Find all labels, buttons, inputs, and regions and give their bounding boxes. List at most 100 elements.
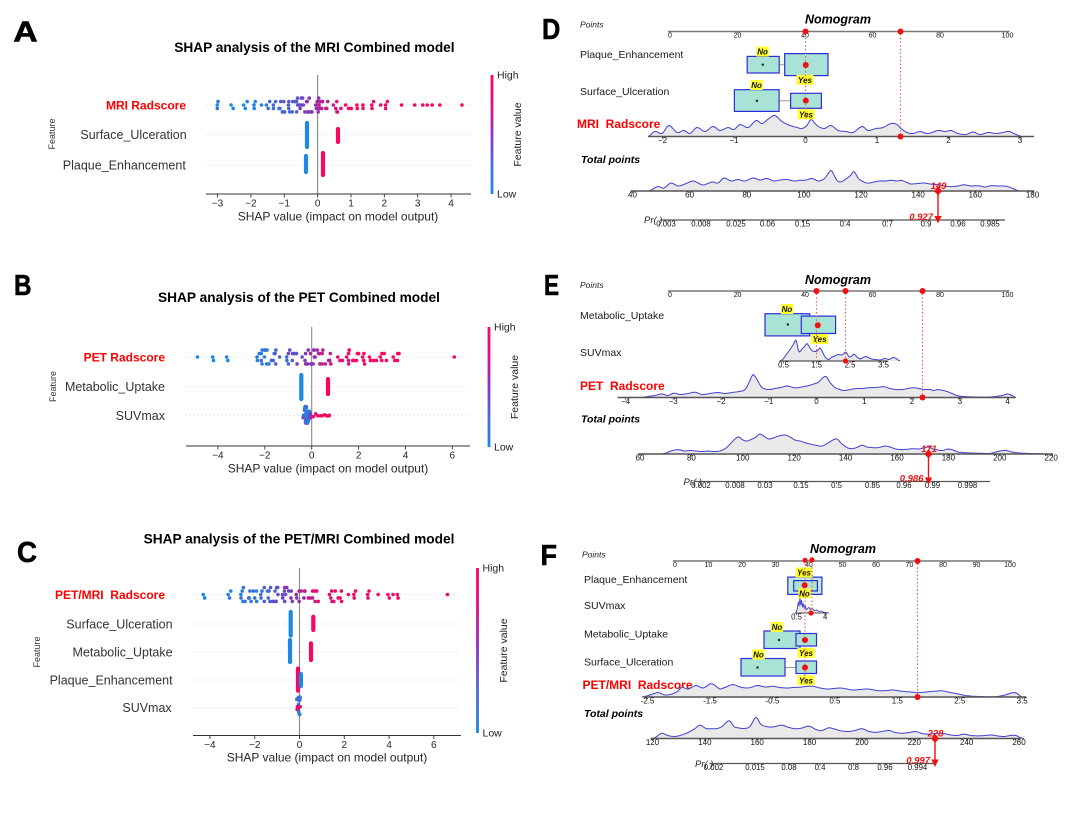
svg-text:-2.5: -2.5 — [641, 696, 655, 705]
svg-text:SHAP value (impact on model ou: SHAP value (impact on model output) — [238, 210, 439, 224]
svg-text:SHAP analysis of the PET Combi: SHAP analysis of the PET Combined model — [158, 290, 440, 305]
svg-text:Surface_Ulceration: Surface_Ulceration — [584, 657, 673, 669]
svg-text:No: No — [753, 651, 764, 660]
svg-text:171: 171 — [921, 444, 937, 455]
svg-text:0.96: 0.96 — [896, 481, 911, 490]
svg-text:−2: −2 — [249, 740, 261, 751]
svg-text:SHAP value (impact on model ou: SHAP value (impact on model output) — [228, 462, 429, 476]
svg-text:149: 149 — [931, 181, 948, 192]
svg-text:Low: Low — [497, 189, 517, 201]
svg-text:4: 4 — [823, 612, 828, 621]
svg-text:Yes: Yes — [799, 649, 813, 658]
svg-text:200: 200 — [855, 738, 869, 747]
svg-text:Low: Low — [483, 728, 503, 740]
svg-text:0: 0 — [673, 562, 677, 569]
svg-text:60: 60 — [685, 190, 694, 199]
svg-text:Metabolic_Uptake: Metabolic_Uptake — [584, 629, 668, 641]
svg-text:B: B — [14, 270, 32, 302]
svg-text:0: 0 — [309, 451, 315, 462]
svg-text:Plaque_Enhancement: Plaque_Enhancement — [584, 574, 687, 586]
svg-text:180: 180 — [803, 738, 817, 747]
svg-text:0: 0 — [668, 292, 672, 299]
svg-text:1: 1 — [875, 136, 880, 145]
svg-text:A: A — [13, 16, 37, 48]
svg-text:SHAP analysis of the MRI Combi: SHAP analysis of the MRI Combined model — [174, 40, 454, 55]
svg-text:120: 120 — [646, 738, 660, 747]
svg-text:−3: −3 — [212, 199, 224, 210]
svg-text:Yes: Yes — [798, 76, 812, 85]
svg-text:6: 6 — [450, 451, 456, 462]
svg-text:40: 40 — [805, 562, 813, 569]
svg-text:140: 140 — [912, 190, 926, 199]
svg-text:228: 228 — [927, 729, 945, 740]
svg-text:0.8: 0.8 — [848, 763, 859, 772]
svg-text:0.5: 0.5 — [778, 360, 790, 369]
svg-text:Yes: Yes — [799, 676, 813, 685]
svg-text:Plaque_Enhancement: Plaque_Enhancement — [63, 159, 187, 173]
svg-text:100: 100 — [797, 190, 811, 199]
svg-text:80: 80 — [936, 32, 944, 39]
svg-text:220: 220 — [1045, 453, 1059, 462]
svg-text:200: 200 — [993, 453, 1007, 462]
svg-text:120: 120 — [854, 190, 868, 199]
svg-text:PET Radscore: PET Radscore — [580, 379, 665, 393]
svg-text:MRI Radscore: MRI Radscore — [106, 99, 186, 113]
svg-text:−2: −2 — [259, 451, 271, 462]
svg-text:Plaque_Enhancement: Plaque_Enhancement — [580, 49, 683, 61]
svg-text:2: 2 — [946, 136, 951, 145]
svg-text:80: 80 — [687, 453, 696, 462]
svg-text:0.002: 0.002 — [691, 481, 711, 490]
svg-text:0.7: 0.7 — [882, 219, 893, 228]
svg-text:Nomogram: Nomogram — [805, 13, 871, 27]
svg-text:60: 60 — [869, 32, 877, 39]
svg-text:80: 80 — [939, 562, 947, 569]
svg-text:60: 60 — [872, 562, 880, 569]
svg-text:100: 100 — [736, 453, 750, 462]
svg-text:Yes: Yes — [797, 569, 811, 578]
svg-text:10: 10 — [705, 562, 713, 569]
svg-text:High: High — [494, 322, 516, 334]
svg-text:30: 30 — [772, 562, 780, 569]
svg-text:Surface_Ulceration: Surface_Ulceration — [80, 128, 186, 142]
svg-text:Feature: Feature — [48, 371, 58, 402]
svg-text:−2: −2 — [658, 136, 668, 145]
svg-text:Plaque_Enhancement: Plaque_Enhancement — [50, 674, 174, 688]
svg-text:Points: Points — [580, 280, 604, 290]
svg-text:−4: −4 — [212, 451, 224, 462]
svg-text:20: 20 — [738, 562, 746, 569]
svg-text:SUVmax: SUVmax — [584, 600, 626, 612]
svg-text:1: 1 — [862, 397, 867, 406]
svg-text:1.5: 1.5 — [811, 360, 823, 369]
svg-text:E: E — [544, 270, 559, 302]
svg-text:0: 0 — [803, 136, 808, 145]
svg-text:2: 2 — [342, 740, 348, 751]
svg-text:0.85: 0.85 — [865, 481, 881, 490]
svg-text:140: 140 — [839, 453, 853, 462]
svg-text:70: 70 — [906, 562, 914, 569]
svg-text:0.5: 0.5 — [791, 612, 803, 621]
svg-text:2: 2 — [382, 199, 388, 210]
svg-text:Nomogram: Nomogram — [805, 273, 871, 287]
svg-text:180: 180 — [1026, 190, 1040, 199]
svg-text:3: 3 — [415, 199, 421, 210]
svg-text:MRI Radscore: MRI Radscore — [577, 117, 661, 131]
svg-text:0.4: 0.4 — [815, 763, 827, 772]
svg-text:C: C — [17, 537, 37, 569]
svg-text:SHAP value (impact on model ou: SHAP value (impact on model output) — [227, 751, 428, 765]
svg-text:160: 160 — [969, 190, 983, 199]
svg-text:Feature value: Feature value — [498, 618, 510, 682]
svg-text:D: D — [542, 14, 560, 46]
svg-text:100: 100 — [1002, 292, 1014, 299]
svg-text:High: High — [497, 70, 519, 82]
svg-text:180: 180 — [942, 453, 956, 462]
svg-text:Total points: Total points — [584, 708, 643, 720]
svg-text:-1.5: -1.5 — [703, 696, 717, 705]
svg-text:0.986: 0.986 — [900, 474, 924, 485]
svg-text:High: High — [483, 563, 505, 575]
svg-text:3.5: 3.5 — [1017, 696, 1029, 705]
svg-text:4: 4 — [386, 740, 392, 751]
svg-text:40: 40 — [801, 292, 809, 299]
svg-text:SUVmax: SUVmax — [116, 409, 166, 423]
svg-text:Total points: Total points — [581, 414, 640, 426]
svg-text:0.99: 0.99 — [925, 481, 940, 490]
